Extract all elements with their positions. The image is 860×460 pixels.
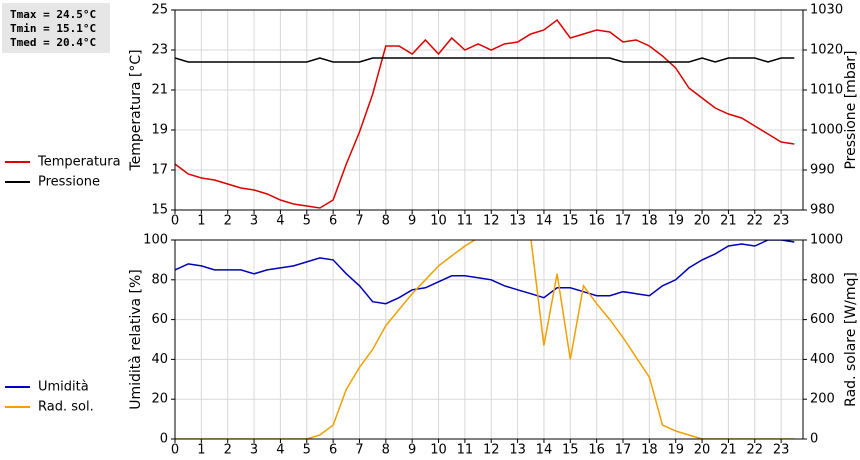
legend-label: Umidità [38, 380, 89, 395]
x-tick-label: 2 [224, 214, 232, 229]
x-tick-label: 2 [224, 443, 232, 458]
y2-tick-label: 980 [810, 203, 835, 218]
y2-axis-label: Rad. solare [W/mq] [843, 272, 859, 407]
x-tick-label: 21 [720, 443, 737, 458]
x-tick-label: 17 [615, 214, 632, 229]
y-tick-label: 25 [151, 3, 168, 18]
y-tick-label: 17 [151, 163, 168, 178]
x-tick-label: 9 [408, 443, 416, 458]
y-tick-label: 0 [160, 432, 168, 447]
x-tick-label: 19 [667, 214, 684, 229]
y-tick-label: 80 [151, 272, 168, 287]
y2-tick-label: 1030 [810, 3, 843, 18]
y2-axis-label: Pressione [mbar] [843, 50, 859, 169]
x-tick-label: 15 [562, 214, 579, 229]
legend-label: Pressione [38, 175, 100, 190]
x-tick-label: 10 [430, 214, 447, 229]
x-tick-label: 8 [382, 214, 390, 229]
x-tick-label: 16 [588, 443, 605, 458]
x-tick-label: 5 [303, 443, 311, 458]
stats-box [2, 3, 110, 53]
legend-label: Rad. sol. [38, 400, 94, 415]
y2-tick-label: 1000 [810, 123, 843, 138]
y2-tick-label: 800 [810, 272, 835, 287]
plot-area [175, 240, 803, 439]
x-tick-label: 20 [694, 443, 711, 458]
x-tick-label: 7 [355, 443, 363, 458]
y2-tick-label: 990 [810, 163, 835, 178]
y-tick-label: 40 [151, 352, 168, 367]
x-tick-label: 16 [588, 214, 605, 229]
x-tick-label: 11 [457, 443, 474, 458]
y-tick-label: 19 [151, 123, 168, 138]
y-axis-label: Umidità relativa [%] [128, 269, 144, 410]
x-tick-label: 0 [171, 443, 179, 458]
x-tick-label: 7 [355, 214, 363, 229]
stats-text: Tmax = 24.5°C [10, 8, 96, 21]
x-tick-label: 23 [773, 443, 790, 458]
y-tick-label: 15 [151, 203, 168, 218]
x-tick-label: 1 [197, 214, 205, 229]
series-line [175, 240, 795, 439]
x-tick-label: 22 [746, 443, 763, 458]
y-tick-label: 23 [151, 43, 168, 58]
plot-frame [174, 239, 804, 440]
x-tick-label: 14 [536, 443, 553, 458]
y-axis-label: Temperatura [°C] [128, 49, 144, 171]
series-line [175, 57, 795, 63]
x-tick-label: 12 [483, 443, 500, 458]
x-tick-label: 8 [382, 443, 390, 458]
y-tick-label: 100 [143, 233, 168, 248]
y2-tick-label: 600 [810, 312, 835, 327]
x-tick-label: 6 [329, 214, 337, 229]
x-tick-label: 21 [720, 214, 737, 229]
x-tick-label: 12 [483, 214, 500, 229]
x-tick-label: 13 [509, 214, 526, 229]
x-tick-label: 3 [250, 214, 258, 229]
x-tick-label: 23 [773, 214, 790, 229]
legend-label: Temperatura [37, 155, 121, 170]
y2-tick-label: 1000 [810, 233, 843, 248]
x-tick-label: 4 [276, 443, 284, 458]
x-tick-label: 11 [457, 214, 474, 229]
y2-tick-label: 0 [810, 432, 818, 447]
x-tick-label: 18 [641, 214, 658, 229]
x-tick-label: 9 [408, 214, 416, 229]
x-tick-label: 1 [197, 443, 205, 458]
x-tick-label: 13 [509, 443, 526, 458]
y2-tick-label: 400 [810, 352, 835, 367]
x-tick-label: 17 [615, 443, 632, 458]
x-tick-label: 19 [667, 443, 684, 458]
stats-text: Tmed = 20.4°C [10, 36, 96, 49]
x-tick-label: 6 [329, 443, 337, 458]
x-tick-label: 5 [303, 214, 311, 229]
y-tick-label: 20 [151, 392, 168, 407]
x-tick-label: 0 [171, 214, 179, 229]
x-tick-label: 20 [694, 214, 711, 229]
x-tick-label: 10 [430, 443, 447, 458]
x-tick-label: 15 [562, 443, 579, 458]
series-line [175, 240, 795, 305]
x-tick-label: 14 [536, 214, 553, 229]
stats-text: Tmin = 15.1°C [10, 22, 96, 35]
y-tick-label: 60 [151, 312, 168, 327]
x-tick-label: 3 [250, 443, 258, 458]
y2-tick-label: 1020 [810, 43, 843, 58]
y2-tick-label: 200 [810, 392, 835, 407]
series-line [175, 18, 795, 209]
plot-area [175, 10, 803, 210]
x-tick-label: 22 [746, 214, 763, 229]
y2-tick-label: 1010 [810, 83, 843, 98]
x-tick-label: 18 [641, 443, 658, 458]
x-tick-label: 4 [276, 214, 284, 229]
y-tick-label: 21 [151, 83, 168, 98]
plot-frame [174, 9, 804, 211]
